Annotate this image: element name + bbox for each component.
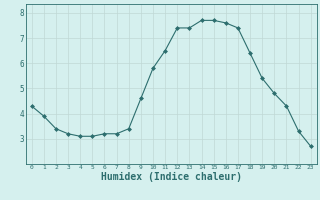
X-axis label: Humidex (Indice chaleur): Humidex (Indice chaleur)	[101, 172, 242, 182]
